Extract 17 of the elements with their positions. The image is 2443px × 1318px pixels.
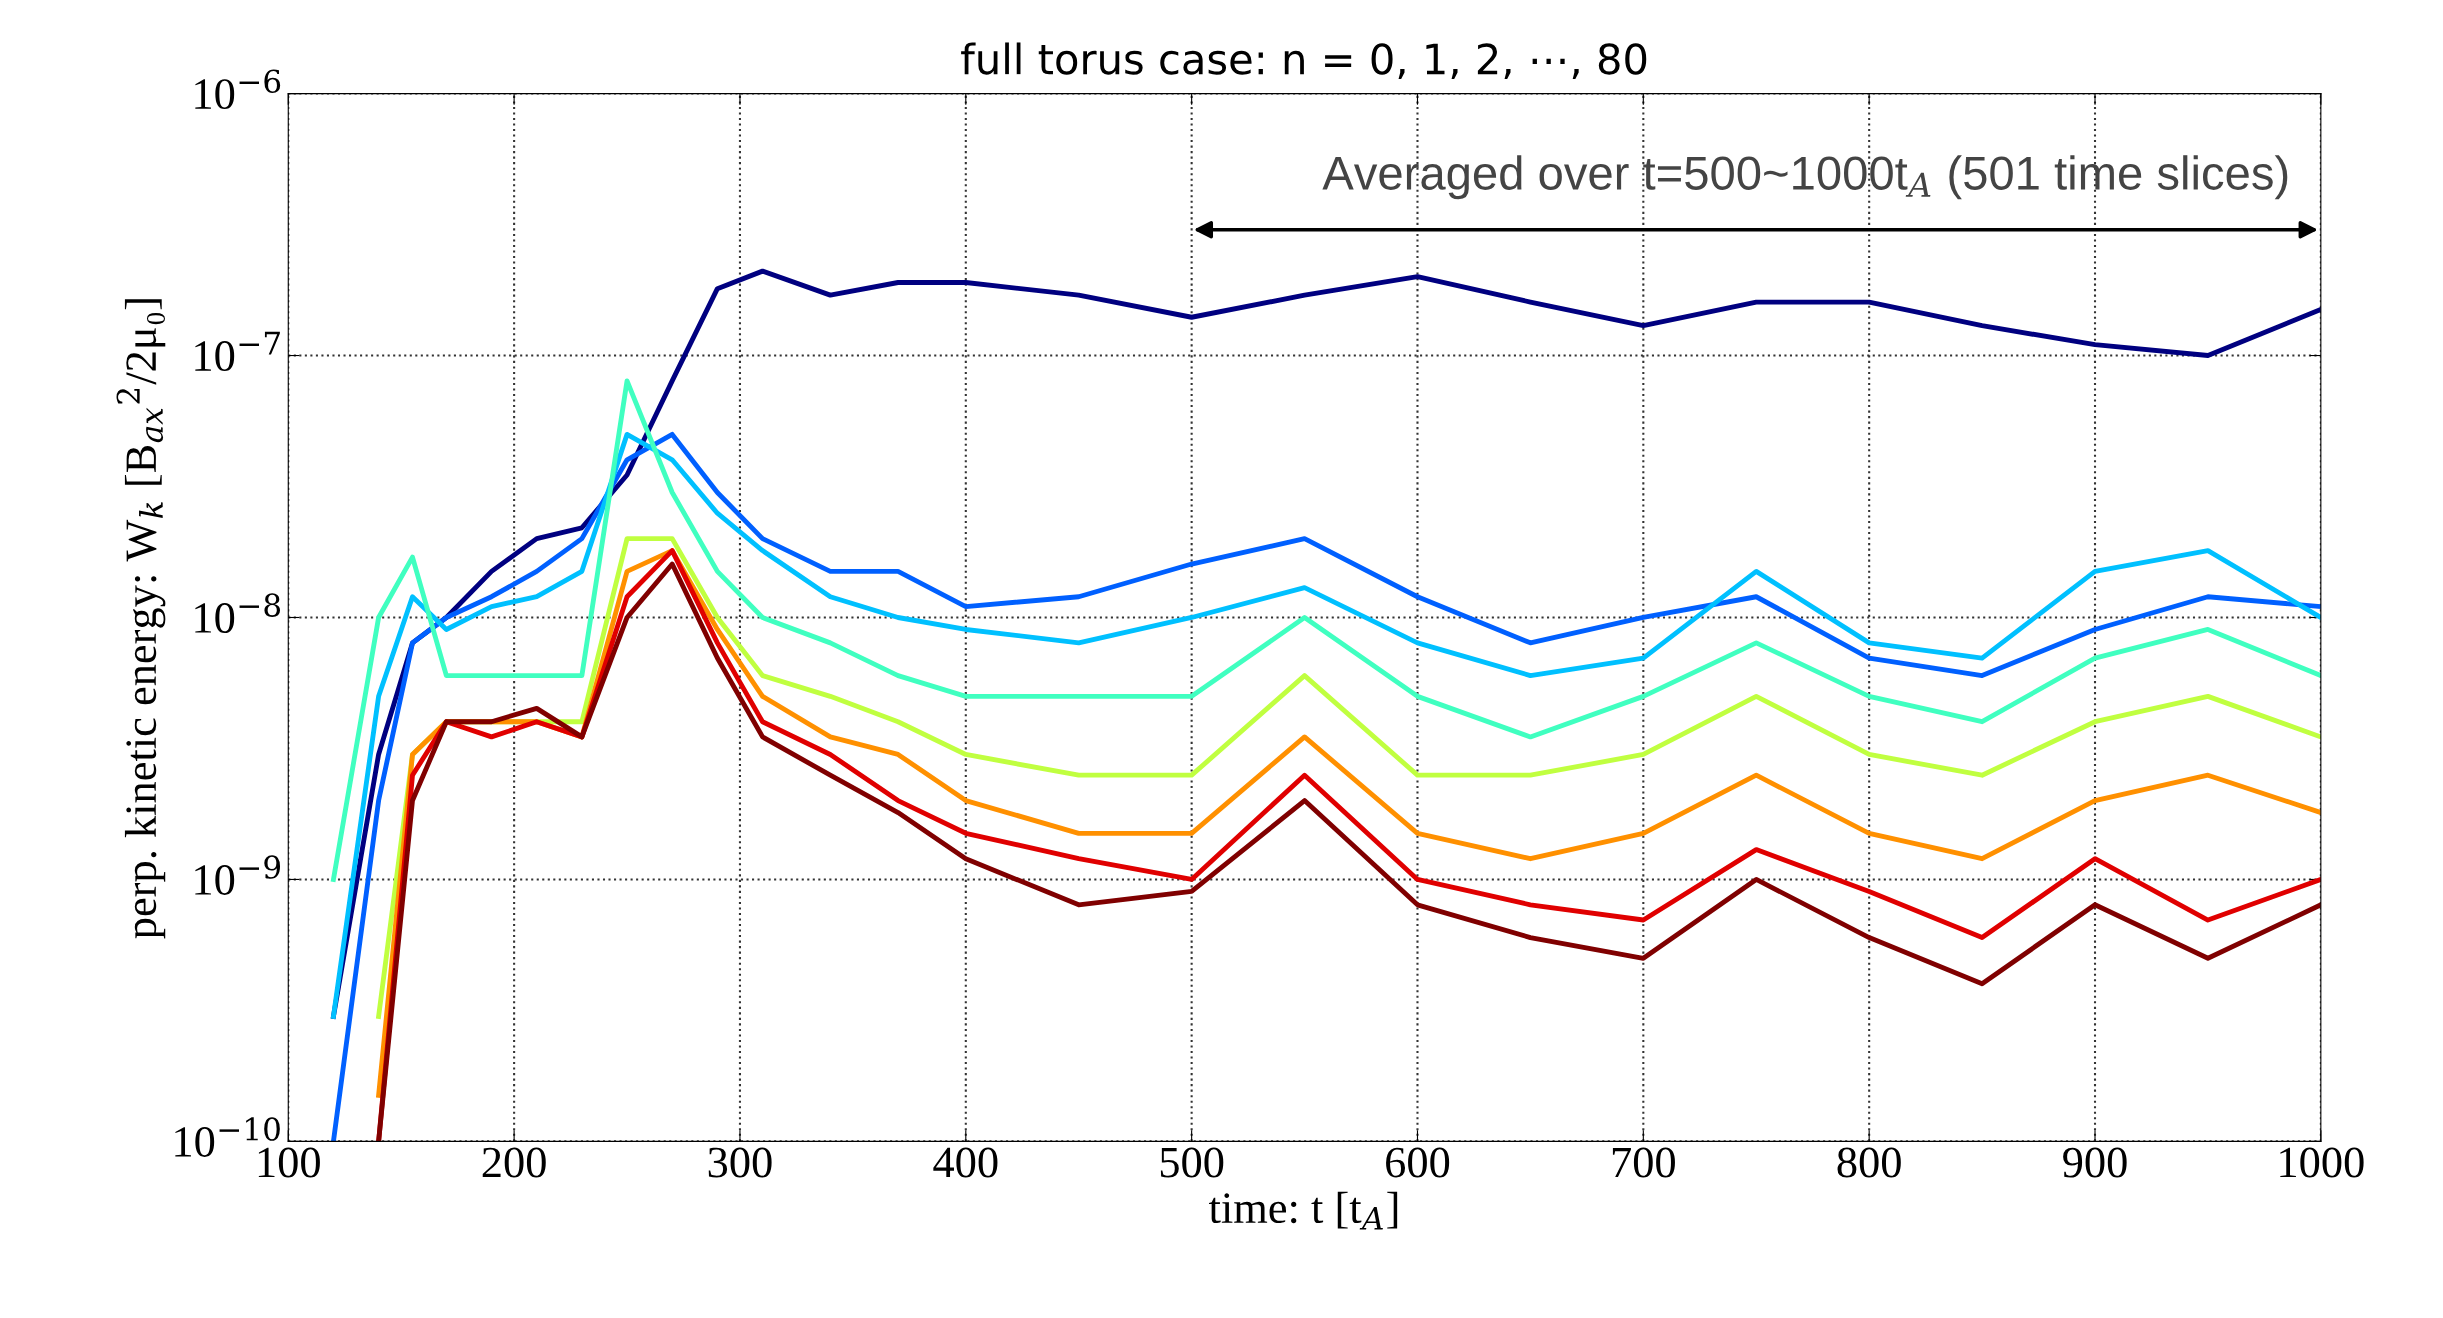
x-tick-label: 600 bbox=[1386, 1147, 1450, 1178]
y-axis-title: perp. kinetic energy: W$_{k}$ [B$_{ax}$$^{2}$/2μ₀] bbox=[116, 299, 166, 939]
x-tick-label: 300 bbox=[708, 1147, 772, 1178]
x-tick-label: 700 bbox=[1612, 1147, 1675, 1178]
x-tick-label: 400 bbox=[933, 1147, 998, 1178]
x-tick-label: 800 bbox=[1837, 1147, 1901, 1178]
x-tick-label: 200 bbox=[482, 1147, 546, 1178]
y-tick-label: 10$^{−7}$ bbox=[195, 331, 280, 372]
x-tick-label: 500 bbox=[1160, 1147, 1224, 1178]
y-tick-label: 10$^{−6}$ bbox=[195, 69, 281, 110]
chart-title: full torus case: n = 0, 1, 2, ⋯, 80 bbox=[961, 42, 1647, 79]
y-tick-label: 10$^{−9}$ bbox=[195, 855, 281, 895]
x-tick-label: 900 bbox=[2063, 1147, 2127, 1178]
y-tick-label: 10$^{−8}$ bbox=[195, 593, 281, 634]
x-tick-label: 1000 bbox=[2280, 1147, 2364, 1178]
annotation: Averaged over t=500~1000t$_{A}$ (501 time slices) bbox=[1322, 155, 2288, 200]
x-axis-title: time: t [t$_{A}$] bbox=[1209, 1191, 1398, 1230]
